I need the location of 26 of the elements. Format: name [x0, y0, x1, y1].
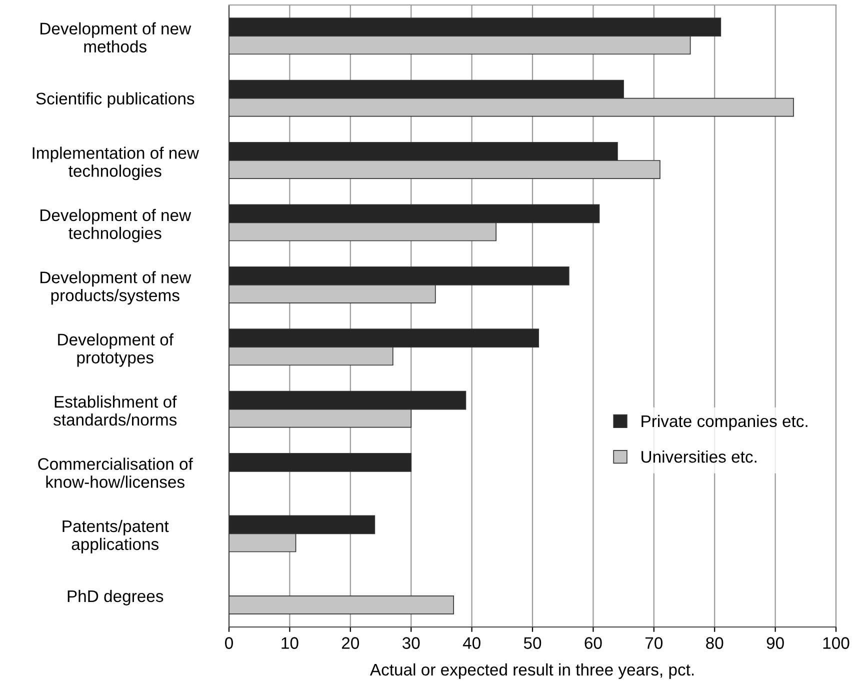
x-tick-label: 10 [282, 637, 298, 649]
bar [229, 453, 412, 472]
y-tick-label: Implementation of new technologies [32, 146, 199, 180]
x-tick-label: 70 [645, 637, 663, 649]
y-tick-label: PhD degrees [68, 590, 164, 606]
x-tick-label: 40 [462, 637, 480, 649]
legend-label: Private companies etc. [642, 414, 808, 430]
bar [229, 595, 454, 614]
legend-label: Universities etc. [642, 450, 756, 463]
x-tick-label: 90 [766, 637, 784, 649]
x-tick-label: 100 [823, 637, 850, 649]
x-tick-label: 0 [225, 637, 233, 649]
x-axis-title: Actual or expected result in three years, pct. [370, 663, 694, 679]
x-tick-label: 60 [584, 637, 602, 649]
y-tick-label: Development of new technologies [40, 208, 192, 242]
y-tick-label: Development of prototypes [58, 333, 174, 367]
y-tick-label: Commercialisation of know-how/licenses [38, 458, 193, 488]
y-tick-label: Development of new products/systems [40, 271, 192, 305]
x-tick-label: 50 [524, 637, 542, 649]
y-tick-label: Establishment of standards/norms [54, 395, 177, 426]
y-tick-label: Development of new methods [40, 22, 192, 52]
y-tick-label: Patents/patent applications [62, 520, 169, 554]
x-tick-label: 80 [706, 637, 724, 649]
y-tick-label: Scientific publications [36, 92, 194, 108]
x-tick-label: 30 [402, 637, 420, 649]
x-tick-label: 20 [342, 637, 360, 649]
